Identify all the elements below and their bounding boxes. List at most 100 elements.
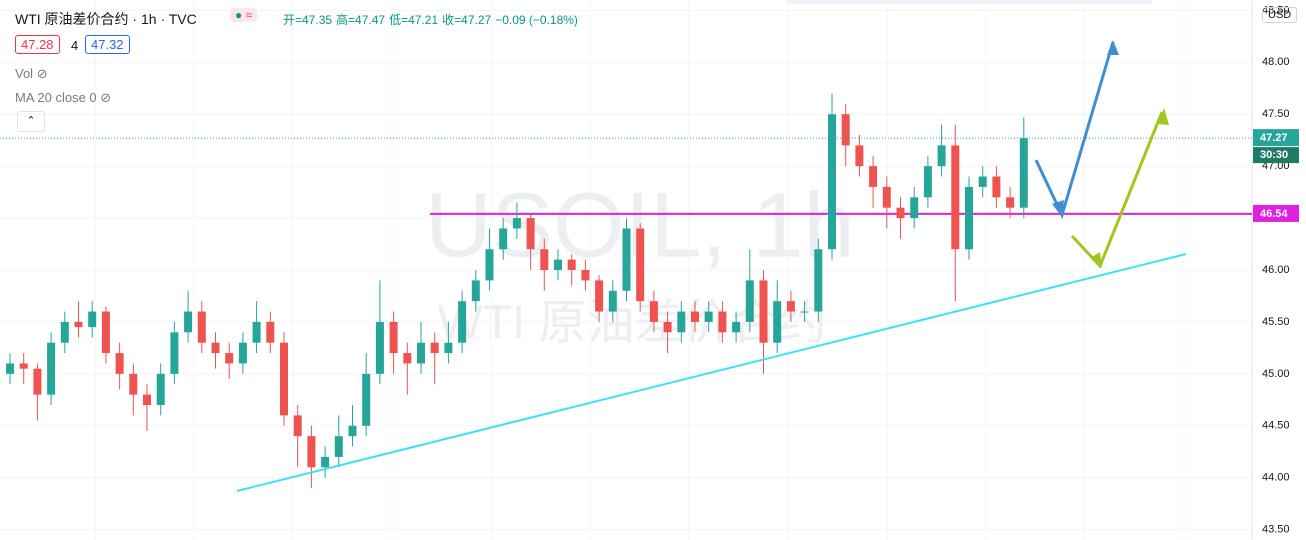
candle-body: [691, 311, 699, 322]
countdown-label: 30:30: [1260, 149, 1288, 161]
candle-body: [800, 311, 809, 313]
candle-body: [910, 197, 919, 219]
y-tick-label: 47.50: [1262, 108, 1290, 120]
symbol-title[interactable]: WTI 原油差价合约 · 1h · TVC: [15, 11, 197, 27]
last-price-tag: [1253, 129, 1299, 147]
candle-body: [869, 166, 878, 187]
candle-body: [88, 311, 97, 328]
candle-body: [595, 280, 604, 312]
candle-body: [430, 342, 439, 354]
currency-button[interactable]: USD: [1262, 7, 1298, 23]
candle-body: [841, 114, 850, 146]
watermark-name: WTI 原油差价合约: [437, 297, 826, 350]
candle-body: [814, 249, 823, 312]
candle-body: [348, 425, 357, 437]
candle-body: [951, 145, 960, 250]
candle-body: [512, 218, 521, 229]
candle-body: [499, 228, 508, 250]
candle-body: [485, 249, 494, 281]
candle-body: [238, 342, 247, 364]
candle-body: [252, 321, 261, 343]
candle-body: [389, 321, 398, 354]
legend-value: −0.09 (−0.18%): [495, 13, 578, 27]
candle-body: [992, 176, 1001, 198]
candle-body: [6, 363, 14, 374]
arrow-head: [1052, 200, 1064, 217]
candle-body: [622, 228, 631, 291]
y-tick-label: 45.00: [1262, 368, 1290, 380]
last-price-label: 47.27: [1260, 132, 1288, 144]
candle-body: [143, 394, 151, 405]
ask-box[interactable]: 47.32: [85, 35, 130, 54]
y-tick-label: 48.00: [1262, 56, 1290, 68]
candle-body: [60, 321, 69, 343]
candle-body: [649, 301, 658, 322]
blue-arrow: [1034, 41, 1115, 220]
candle-body: [170, 332, 179, 374]
arrow-head: [1157, 108, 1169, 125]
legend-value: 高=47.47: [336, 13, 386, 27]
bid-box[interactable]: 47.28: [15, 35, 60, 54]
indicator-label: MA 20 close 0: [15, 90, 97, 105]
candle-body: [293, 415, 302, 437]
status-badge[interactable]: ● ≈: [230, 8, 258, 22]
candle-body: [526, 218, 535, 250]
y-tick-label: 43.50: [1262, 524, 1290, 536]
trend-line: [236, 253, 1187, 492]
candle-body: [1006, 197, 1015, 208]
legend-value: 收=47.27: [442, 13, 492, 27]
candle-body: [444, 342, 453, 354]
candle-body: [978, 176, 987, 187]
candle-body: [74, 321, 83, 328]
candle-body: [47, 342, 56, 395]
candle-body: [636, 228, 645, 302]
indicator-vol[interactable]: Vol ⊘: [15, 66, 48, 81]
candle-body: [540, 249, 549, 270]
candle-body: [965, 186, 973, 250]
candle-body: [554, 259, 562, 270]
candle-body: [211, 342, 220, 354]
y-tick-label: 46.00: [1262, 264, 1290, 276]
candle-body: [375, 321, 384, 374]
candle-body: [828, 114, 836, 250]
candle-body: [608, 290, 617, 312]
candle-body: [471, 280, 480, 302]
candle-body: [307, 436, 316, 468]
candle-body: [33, 368, 42, 395]
horizontal-line-tag: [1253, 204, 1299, 222]
candle-body: [855, 145, 864, 167]
candle-body: [417, 342, 425, 364]
ohlc-legend: 开=47.35 高=47.47 低=47.21 收=47.27 −0.09 (−0.18…: [283, 11, 582, 28]
horizontal-line-label: 46.54: [1260, 208, 1288, 220]
candle-body: [266, 321, 275, 343]
candle-body: [567, 259, 576, 270]
candle-body: [896, 207, 905, 219]
candle-body: [718, 311, 727, 333]
candle-body: [156, 373, 165, 405]
candle-body: [280, 342, 288, 416]
indicator-ma[interactable]: MA 20 close 0 ⊘: [15, 90, 112, 105]
countdown-tag: [1253, 147, 1299, 164]
candle-body: [937, 145, 946, 167]
candle-body: [786, 301, 795, 312]
arrow-head: [1107, 40, 1119, 55]
candle-body: [184, 311, 193, 333]
y-tick-label: 45.50: [1262, 316, 1290, 328]
candle-body: [923, 166, 932, 198]
candle-body: [19, 363, 28, 369]
candle-body: [197, 311, 206, 343]
y-tick-label: 44.00: [1262, 472, 1290, 484]
candle-body: [458, 301, 467, 343]
toolbar-edge: [786, 0, 1152, 4]
candle-body: [225, 353, 234, 364]
candle-body: [732, 321, 741, 333]
candle-body: [115, 353, 124, 374]
indicator-label: Vol: [15, 66, 34, 81]
collapse-button[interactable]: ⌃: [17, 111, 45, 132]
spread: 4: [71, 38, 79, 53]
candle-body: [677, 311, 686, 333]
legend-value: 开=47.35: [283, 13, 333, 27]
candle-body: [745, 280, 754, 322]
candle-body: [759, 280, 768, 343]
